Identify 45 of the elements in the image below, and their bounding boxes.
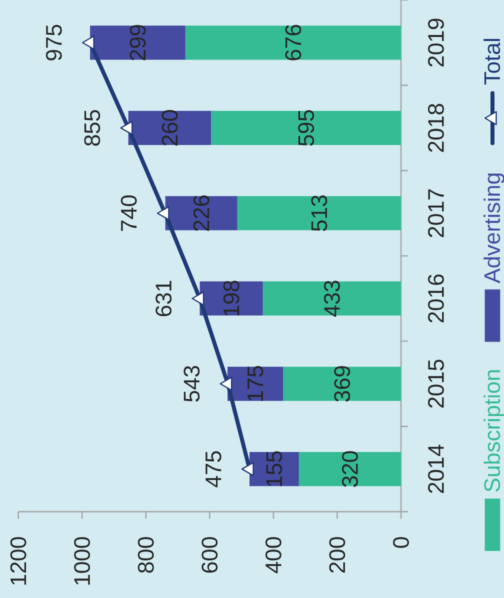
y-tick-label: 2016 [428,274,444,322]
x-tick-label: 800 [138,537,154,573]
data-label: 513 [311,195,328,232]
data-label: 198 [223,280,240,316]
data-label: 175 [248,366,264,401]
data-label: 975 [46,24,62,60]
bar [283,366,401,401]
data-label: 433 [324,280,340,317]
x-tick-label: 400 [265,537,282,574]
x-tick-label: 200 [329,537,346,573]
bar [298,452,401,486]
bar [90,26,186,60]
y-tick-label: 2015 [428,360,444,408]
data-label: 676 [285,24,302,60]
bar [211,110,401,145]
data-label: 595 [298,110,314,146]
data-label: 631 [156,280,172,316]
x-tick-label: 1000 [74,537,90,585]
point [156,206,170,220]
point [192,291,204,306]
x-tick-label: 600 [202,537,218,573]
y-tick-label: 2018 [428,104,444,152]
point [120,120,133,136]
x-tick-label: 0 [393,537,409,548]
point [241,462,254,476]
data-label: 369 [334,366,350,402]
x-tick-label: 1200 [10,537,26,585]
point [82,36,94,50]
data-label: 475 [206,451,222,488]
data-label: 740 [120,195,137,231]
data-label: 260 [162,110,178,146]
point [220,376,232,391]
bar [185,26,401,60]
data-label: 543 [184,366,200,402]
data-label: 855 [84,110,100,146]
data-label: 299 [130,24,146,60]
y-tick-label: 2019 [428,18,444,67]
y-tick-label: 2017 [428,189,444,238]
data-label: 226 [193,195,210,231]
data-label: 320 [342,451,358,487]
y-tick-label: 2014 [428,444,444,493]
text: Total [484,39,500,85]
bar [237,196,401,230]
bar [262,281,401,316]
data-label: 155 [266,451,282,486]
